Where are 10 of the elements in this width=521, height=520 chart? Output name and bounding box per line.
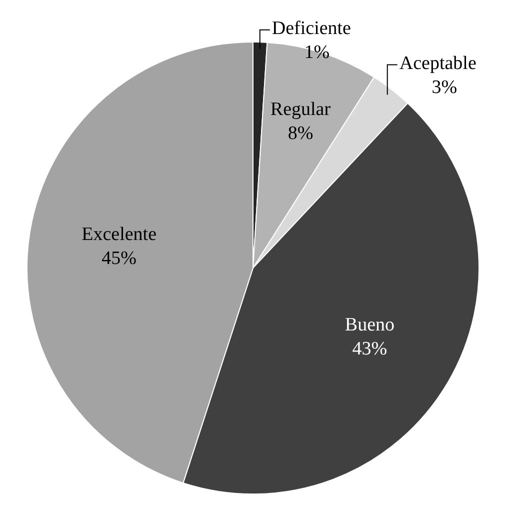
data-label: 3% xyxy=(432,77,458,98)
slice-label: Deficiente xyxy=(272,18,352,40)
slice-label: Aceptable xyxy=(399,53,476,74)
slice-label: Excelente xyxy=(82,224,157,246)
data-label: 45% xyxy=(102,248,137,270)
data-label: 8% xyxy=(288,123,314,144)
slice-label: Regular xyxy=(270,99,332,120)
data-label: 43% xyxy=(352,338,388,360)
data-label: 1% xyxy=(304,42,330,64)
slice-label: Bueno xyxy=(344,314,395,336)
